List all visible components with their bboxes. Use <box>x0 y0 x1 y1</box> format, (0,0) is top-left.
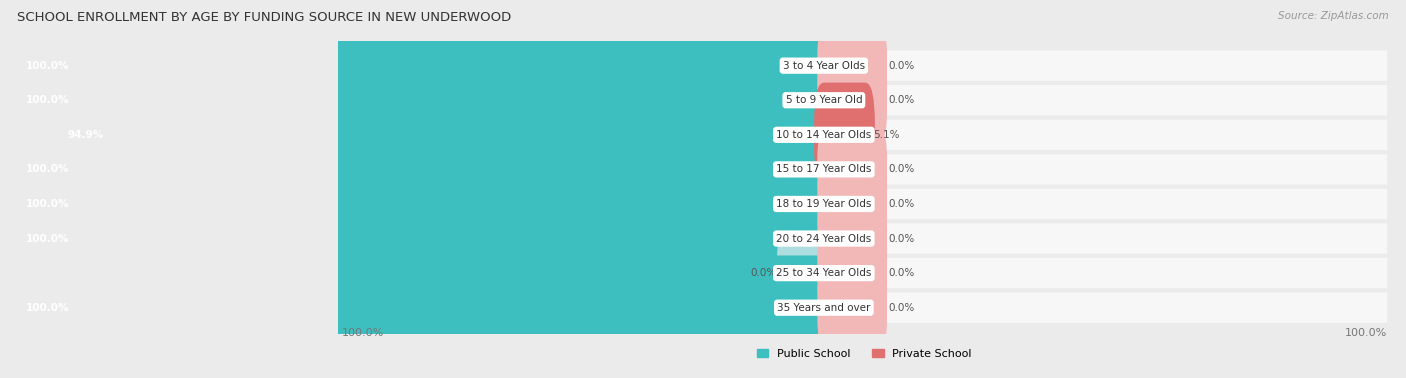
Text: 0.0%: 0.0% <box>889 268 915 278</box>
Text: 35 Years and over: 35 Years and over <box>778 303 870 313</box>
FancyBboxPatch shape <box>817 131 887 208</box>
FancyBboxPatch shape <box>45 83 834 187</box>
FancyBboxPatch shape <box>814 83 875 187</box>
FancyBboxPatch shape <box>342 223 1388 254</box>
Text: 0.0%: 0.0% <box>889 60 915 71</box>
Text: 18 to 19 Year Olds: 18 to 19 Year Olds <box>776 199 872 209</box>
Text: SCHOOL ENROLLMENT BY AGE BY FUNDING SOURCE IN NEW UNDERWOOD: SCHOOL ENROLLMENT BY AGE BY FUNDING SOUR… <box>17 11 512 24</box>
FancyBboxPatch shape <box>342 189 1388 219</box>
FancyBboxPatch shape <box>342 85 1388 115</box>
Text: 100.0%: 100.0% <box>25 95 69 105</box>
FancyBboxPatch shape <box>342 154 1388 184</box>
Text: 0.0%: 0.0% <box>889 303 915 313</box>
FancyBboxPatch shape <box>4 48 834 152</box>
Text: 5.1%: 5.1% <box>873 130 900 140</box>
Text: 15 to 17 Year Olds: 15 to 17 Year Olds <box>776 164 872 174</box>
Text: 20 to 24 Year Olds: 20 to 24 Year Olds <box>776 234 872 243</box>
Text: Source: ZipAtlas.com: Source: ZipAtlas.com <box>1278 11 1389 21</box>
FancyBboxPatch shape <box>4 117 834 222</box>
Text: 5 to 9 Year Old: 5 to 9 Year Old <box>786 95 862 105</box>
FancyBboxPatch shape <box>817 269 887 346</box>
FancyBboxPatch shape <box>817 27 887 104</box>
Text: 25 to 34 Year Olds: 25 to 34 Year Olds <box>776 268 872 278</box>
Text: 3 to 4 Year Olds: 3 to 4 Year Olds <box>783 60 865 71</box>
FancyBboxPatch shape <box>4 186 834 291</box>
Text: 94.9%: 94.9% <box>67 130 103 140</box>
FancyBboxPatch shape <box>817 235 887 311</box>
Text: 100.0%: 100.0% <box>342 328 384 338</box>
FancyBboxPatch shape <box>817 62 887 139</box>
Text: 0.0%: 0.0% <box>889 95 915 105</box>
FancyBboxPatch shape <box>4 14 834 118</box>
Text: 0.0%: 0.0% <box>889 234 915 243</box>
Text: 100.0%: 100.0% <box>1344 328 1386 338</box>
Text: 10 to 14 Year Olds: 10 to 14 Year Olds <box>776 130 872 140</box>
FancyBboxPatch shape <box>342 293 1388 323</box>
Text: 0.0%: 0.0% <box>889 199 915 209</box>
Text: 100.0%: 100.0% <box>25 164 69 174</box>
Text: 100.0%: 100.0% <box>25 234 69 243</box>
FancyBboxPatch shape <box>342 258 1388 288</box>
FancyBboxPatch shape <box>817 200 887 277</box>
Legend: Public School, Private School: Public School, Private School <box>752 344 976 363</box>
Text: 100.0%: 100.0% <box>25 199 69 209</box>
FancyBboxPatch shape <box>4 152 834 256</box>
FancyBboxPatch shape <box>817 166 887 242</box>
Text: 100.0%: 100.0% <box>25 60 69 71</box>
FancyBboxPatch shape <box>778 235 831 311</box>
Text: 0.0%: 0.0% <box>751 268 778 278</box>
Text: 0.0%: 0.0% <box>889 164 915 174</box>
FancyBboxPatch shape <box>4 256 834 360</box>
FancyBboxPatch shape <box>342 119 1388 150</box>
Text: 100.0%: 100.0% <box>25 303 69 313</box>
FancyBboxPatch shape <box>342 50 1388 81</box>
